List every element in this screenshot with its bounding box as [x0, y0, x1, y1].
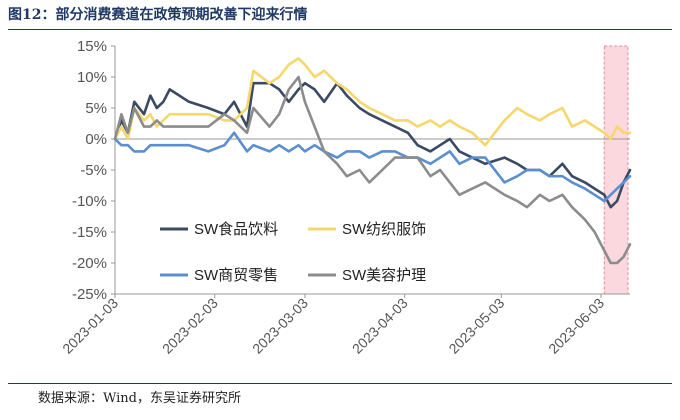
x-tick-label: 2023-05-03 [445, 295, 507, 357]
y-tick-label: -20% [72, 255, 107, 272]
legend-label: SW商贸零售 [194, 267, 278, 284]
y-tick-label: 10% [77, 69, 107, 86]
source-note: 数据来源：Wind，东吴证券研究所 [38, 391, 241, 406]
legend-label: SW美容护理 [342, 267, 426, 284]
series-line-4 [113, 75, 632, 265]
y-tick-label: 15% [77, 38, 107, 55]
y-axis-ticks: -25% -20% -15% -10% -5% 0% 5% 10% 15% [72, 38, 115, 303]
x-tick-label: 2023-03-03 [249, 295, 311, 357]
x-tick-label: 2023-02-03 [159, 295, 221, 357]
y-tick-label: -10% [72, 193, 107, 210]
footer-rule [8, 383, 672, 384]
y-tick-label: 0% [85, 131, 107, 148]
y-tick-label: -25% [72, 286, 107, 303]
y-tick-label: -5% [80, 162, 107, 179]
x-tick-label: 2023-06-03 [545, 295, 607, 357]
x-tick-label: 2023-04-03 [349, 295, 411, 357]
highlight-band [603, 45, 629, 295]
series-line-1 [113, 81, 632, 209]
series-group [113, 57, 632, 265]
series-line-3 [113, 131, 632, 203]
x-tick-label: 2023-01-03 [59, 295, 121, 357]
y-tick-label: -15% [72, 224, 107, 241]
title-rule [8, 29, 672, 30]
series-line-2 [113, 57, 632, 147]
legend: SW食品饮料 SW纺织服饰 SW商贸零售 SW美容护理 [160, 221, 426, 284]
x-axis-ticks: 2023-01-03 2023-02-03 2023-03-03 2023-04-03… [59, 294, 607, 357]
legend-label: SW食品饮料 [194, 221, 278, 238]
line-chart: -25% -20% -15% -10% -5% 0% 5% 10% 15% 2023-01-03… [59, 38, 632, 357]
legend-label: SW纺织服饰 [342, 221, 426, 238]
figure-title: 图12：部分消费赛道在政策预期改善下迎来行情 [8, 7, 308, 23]
y-tick-label: 5% [85, 100, 107, 117]
